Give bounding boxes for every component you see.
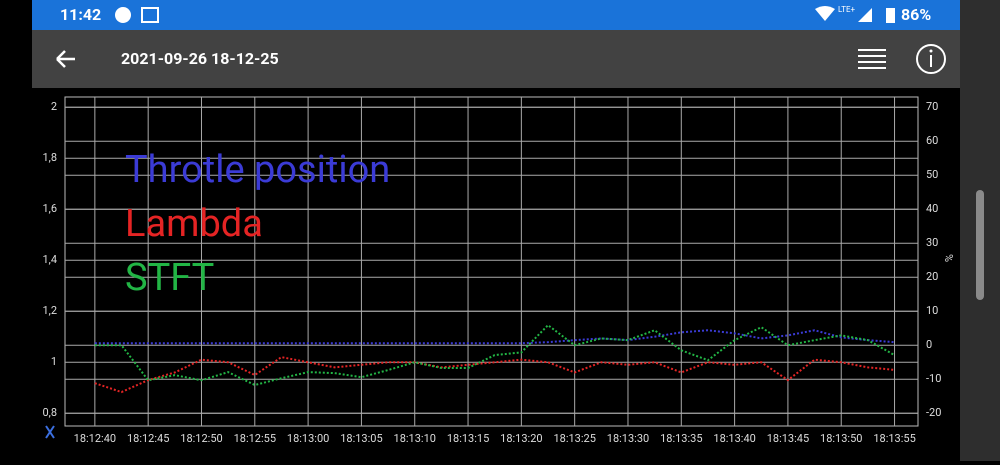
x-tick-label: 18:13:10 (394, 432, 436, 445)
status-bar-edge (0, 0, 32, 30)
news-icon (141, 7, 159, 23)
y2-tick-label: 60 (926, 134, 938, 147)
x-tick-label: 18:13:55 (873, 432, 915, 445)
y-tick-label: 1,4 (42, 253, 57, 266)
y-tick-label: 1 (51, 355, 57, 368)
y2-tick-label: 70 (926, 100, 938, 113)
y2-tick-label: 10 (926, 304, 938, 317)
wifi-icon (815, 6, 835, 21)
x-tick-label: 18:13:25 (553, 432, 595, 445)
y-tick-label: 2 (51, 100, 57, 113)
legend-entry: Throtle position (125, 148, 390, 192)
x-tick-label: 18:13:20 (500, 432, 542, 445)
reset-zoom-icon[interactable] (45, 425, 55, 439)
y-tick-label: 1,2 (42, 304, 57, 317)
info-button[interactable] (916, 44, 946, 74)
app-title: 2021-09-26 18-12-25 (121, 49, 279, 68)
x-tick-label: 18:13:40 (713, 432, 755, 445)
series-line (94, 329, 895, 345)
x-tick-label: 18:13:30 (607, 432, 649, 445)
battery-icon (886, 8, 895, 23)
chart: 0,8 1 1,2 1,4 1,6 1,8 2 -20 -10 0 10 20 30 40 50 60 70 18… (42, 96, 955, 445)
y2-tick-label: 20 (926, 270, 938, 283)
y-tick-label: 0,8 (42, 406, 57, 419)
x-tick-label: 18:13:50 (820, 432, 862, 445)
x-tick-label: 18:13:15 (447, 432, 489, 445)
status-bar (32, 0, 960, 30)
back-button[interactable] (56, 50, 75, 68)
y2-tick-label: 0 (926, 338, 932, 351)
y-tick-label: 1,8 (42, 151, 57, 164)
y2-tick-label: 50 (926, 168, 938, 181)
network-type: LTE+ (838, 5, 856, 14)
y2-tick-label: -10 (926, 372, 941, 385)
y-tick-label: 1,6 (42, 202, 57, 215)
x-tick-label: 18:12:50 (180, 432, 222, 445)
plot-frame (64, 96, 919, 427)
x-tick-label: 18:12:45 (127, 432, 169, 445)
scrollbar (976, 190, 984, 300)
y2-tick-label: 30 (926, 236, 938, 249)
spotify-icon (115, 7, 131, 23)
y2-tick-label: 40 (926, 202, 938, 215)
x-tick-label: 18:13:35 (660, 432, 702, 445)
list-button[interactable] (858, 49, 886, 69)
x-tick-label: 18:13:00 (287, 432, 329, 445)
status-time: 11:42 (60, 5, 101, 24)
battery-level: 86% (901, 5, 931, 24)
y2-axis-label: % (942, 254, 955, 262)
x-tick-label: 18:12:40 (74, 432, 116, 445)
app-bar (32, 30, 960, 88)
x-tick-label: 18:13:45 (767, 432, 809, 445)
y2-tick-label: -20 (926, 406, 941, 419)
x-tick-label: 18:12:55 (234, 432, 276, 445)
series-line (94, 323, 896, 387)
legend-entry: Lambda (125, 202, 263, 246)
x-tick-label: 18:13:05 (340, 432, 382, 445)
series-line (94, 356, 895, 394)
signal-icon (858, 8, 872, 22)
legend-entry: STFT (125, 256, 214, 300)
